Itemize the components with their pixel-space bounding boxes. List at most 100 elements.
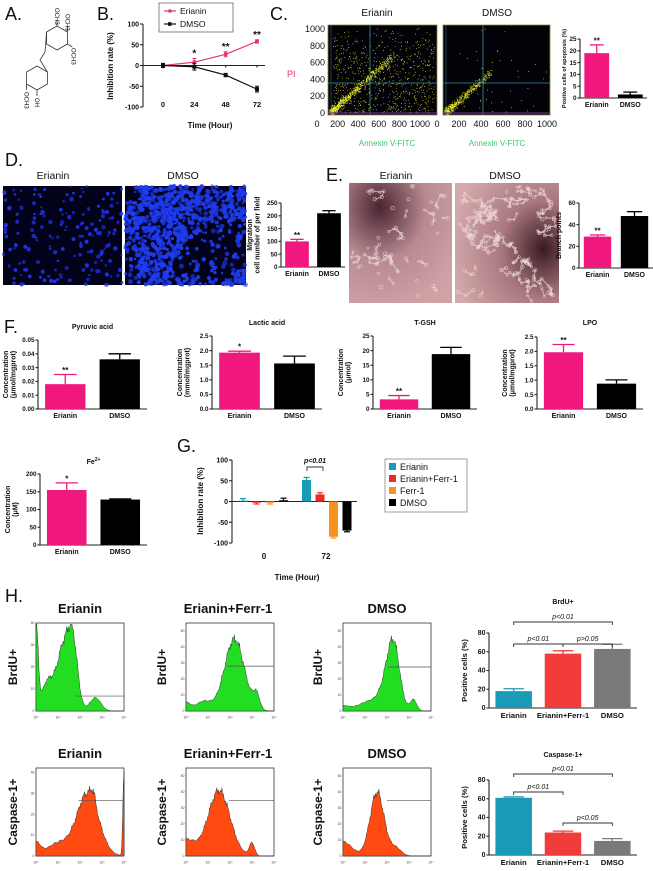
chart-title-text: LPO xyxy=(583,320,598,327)
cell-nucleus xyxy=(26,246,31,252)
event-dot xyxy=(418,51,420,52)
event-dot xyxy=(353,57,355,59)
event-dot xyxy=(466,93,468,95)
event-dot xyxy=(340,45,342,47)
x-axis-title: Time (Hour) xyxy=(275,573,320,582)
cell xyxy=(430,221,435,225)
event-dot xyxy=(337,105,339,107)
event-dot xyxy=(388,107,390,109)
event-dot xyxy=(478,84,480,86)
event-dot xyxy=(364,101,366,103)
cell-nucleus xyxy=(221,264,226,270)
event-dot xyxy=(379,68,380,70)
cell xyxy=(465,216,469,221)
event-dot xyxy=(334,41,335,43)
cell xyxy=(387,276,391,280)
event-dot xyxy=(404,102,406,104)
event-dot xyxy=(405,90,407,92)
cell-nucleus xyxy=(80,187,83,190)
event-dot xyxy=(416,48,418,49)
y-tick-label: 200 xyxy=(310,91,325,101)
event-dot xyxy=(363,73,365,75)
event-dot xyxy=(345,100,347,102)
cell-nucleus xyxy=(190,226,194,230)
event-dot xyxy=(430,53,432,55)
event-dot xyxy=(426,65,428,66)
event-dot xyxy=(414,95,416,96)
cell-nucleus xyxy=(218,216,223,221)
event-dot xyxy=(357,41,359,43)
event-dot xyxy=(380,104,382,106)
event-dot xyxy=(400,107,402,108)
event-dot xyxy=(370,75,372,77)
cell xyxy=(377,271,381,275)
event-dot xyxy=(358,104,360,106)
event-dot xyxy=(353,94,355,96)
event-dot xyxy=(462,99,464,101)
cell-nucleus xyxy=(241,201,244,205)
cell xyxy=(532,274,536,279)
tube-segment xyxy=(479,216,482,220)
event-dot xyxy=(391,111,393,112)
event-dot xyxy=(344,102,346,104)
event-dot xyxy=(352,88,354,90)
event-dot xyxy=(402,58,403,60)
event-dot xyxy=(374,57,375,58)
bar-erianin xyxy=(238,500,248,502)
event-dot xyxy=(329,113,331,115)
event-dot xyxy=(428,111,430,113)
event-dot xyxy=(389,58,390,59)
event-dot xyxy=(469,91,470,93)
cell-nucleus xyxy=(236,269,240,274)
event-dot xyxy=(336,57,338,58)
cell-nucleus xyxy=(171,237,175,241)
cell-nucleus xyxy=(133,257,137,261)
event-dot xyxy=(335,103,336,105)
event-dot xyxy=(446,108,448,110)
event-dot xyxy=(335,110,337,112)
cell-nucleus xyxy=(129,267,134,272)
event-dot xyxy=(347,89,349,91)
cell-nucleus xyxy=(89,249,94,254)
p-value-label: p>0.05 xyxy=(576,636,599,643)
event-dot xyxy=(484,76,486,78)
event-dot xyxy=(448,108,450,110)
event-dot xyxy=(345,72,347,74)
cell-nucleus xyxy=(164,283,168,287)
cell-nucleus xyxy=(214,201,218,205)
cell xyxy=(466,223,470,227)
event-dot xyxy=(340,100,341,102)
y-tick-label: 200 xyxy=(26,471,37,478)
event-dot xyxy=(368,103,370,105)
event-dot xyxy=(362,100,364,102)
event-dot xyxy=(433,57,435,59)
event-dot xyxy=(338,104,340,106)
event-dot xyxy=(383,72,384,73)
event-dot xyxy=(454,103,456,104)
event-dot xyxy=(472,88,474,90)
event-dot xyxy=(347,94,349,96)
cell-nucleus xyxy=(105,191,110,196)
event-dot xyxy=(424,61,426,63)
event-dot xyxy=(462,95,464,97)
event-dot xyxy=(339,104,340,106)
tube-segment xyxy=(474,266,476,270)
cell xyxy=(399,232,402,235)
event-dot xyxy=(333,108,334,110)
event-dot xyxy=(370,91,371,93)
y-axis-title: Caspase-1+ xyxy=(6,778,20,845)
event-dot xyxy=(413,64,415,66)
y-tick-label: 0 xyxy=(340,709,342,713)
cell-nucleus xyxy=(64,265,69,271)
event-dot xyxy=(364,86,366,88)
tube-segment xyxy=(385,254,392,258)
cell-nucleus xyxy=(19,282,24,287)
event-dot xyxy=(444,107,446,109)
cell-nucleus xyxy=(96,204,101,208)
group-label: 0 xyxy=(262,552,267,561)
event-dot xyxy=(382,67,384,69)
event-dot xyxy=(446,110,448,112)
cell-nucleus xyxy=(241,270,246,275)
event-dot xyxy=(490,74,491,76)
tube-segment xyxy=(500,269,508,276)
